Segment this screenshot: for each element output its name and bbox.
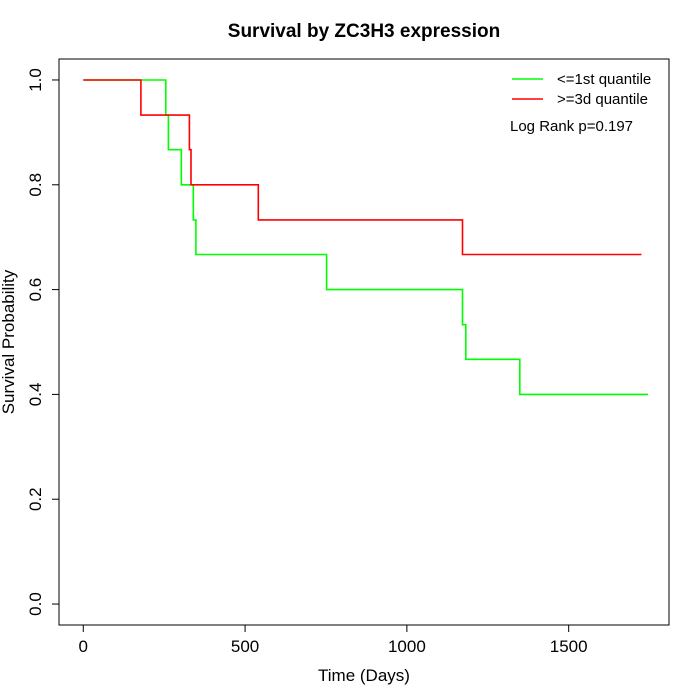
y-tick-label: 0.6 [26,278,45,302]
y-tick-label: 0.0 [26,592,45,616]
y-axis: 0.0 0.2 0.4 0.6 0.8 1.0 [26,68,60,616]
x-tick-label: 1000 [388,637,426,656]
x-tick-label: 500 [231,637,259,656]
x-axis: 0 500 1000 1500 [79,624,588,656]
series-layer [83,79,648,396]
legend-label-high: >=3d quantile [557,91,648,108]
y-tick-label: 0.2 [26,487,45,511]
plot-frame [58,58,670,626]
legend: <=1st quantile >=3d quantile [512,71,651,108]
y-tick-label: 0.4 [26,383,45,407]
chart-title: Survival by ZC3H3 expression [228,21,500,42]
y-tick-label: 0.8 [26,173,45,197]
legend-label-low: <=1st quantile [557,71,651,88]
x-axis-label: Time (Days) [318,666,410,685]
x-tick-label: 1500 [550,637,588,656]
survival-curve-low [83,79,648,396]
log-rank-annotation: Log Rank p=0.197 [510,118,633,135]
x-tick-label: 0 [79,637,88,656]
survival-curve-high [83,79,642,256]
y-tick-label: 1.0 [26,68,45,92]
y-axis-label: Survival Probability [0,269,18,414]
